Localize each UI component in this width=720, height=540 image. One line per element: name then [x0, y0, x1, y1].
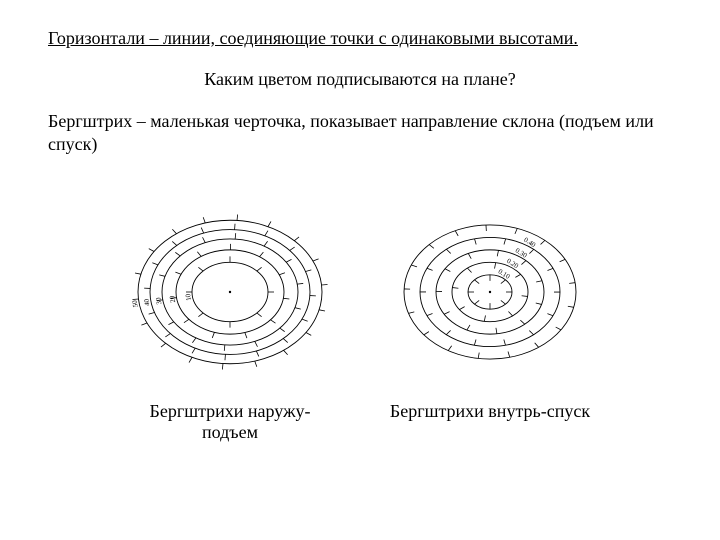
left-caption-line1: Бергштрихи наружу- [150, 401, 311, 421]
left-caption: Бергштрихи наружу- подъем [150, 401, 311, 444]
right-diagram: 0.100.200.300.40 Бергштрихи внутрь-спуск [380, 197, 600, 444]
diagrams-container: 10 20 304050 Бергштрихи наружу- подъем 0.1… [48, 197, 672, 444]
left-diagram: 10 20 304050 Бергштрихи наружу- подъем [120, 197, 340, 444]
left-caption-line2: подъем [202, 422, 258, 442]
right-caption: Бергштрихи внутрь-спуск [390, 401, 590, 423]
svg-text:40: 40 [142, 298, 151, 307]
svg-text:20: 20 [168, 294, 177, 303]
heading: Горизонтали – линии, соединяющие точки с… [48, 28, 672, 49]
definition: Бергштрих – маленькая черточка, показыва… [48, 110, 672, 157]
left-contour-svg: 10 20 304050 [120, 197, 340, 387]
svg-text:10: 10 [184, 292, 193, 301]
right-contour-svg: 0.100.200.300.40 [380, 197, 600, 387]
question: Каким цветом подписываются на плане? [48, 69, 672, 90]
svg-text:50: 50 [131, 299, 140, 308]
svg-text:30: 30 [154, 296, 163, 305]
right-caption-line1: Бергштрихи внутрь-спуск [390, 401, 590, 421]
